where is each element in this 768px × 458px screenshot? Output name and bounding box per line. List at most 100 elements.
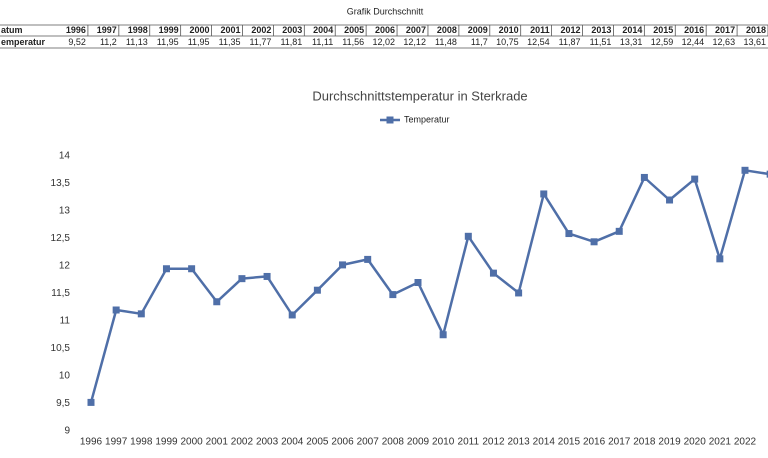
cell: 11,51 (590, 37, 612, 47)
marker (489, 269, 497, 277)
cell: 2000 (190, 25, 210, 35)
cell: 11,7 (471, 37, 488, 47)
x-tick-label: 2002 (231, 437, 254, 448)
cell: 2011 (530, 25, 550, 35)
marker (364, 255, 372, 263)
marker (137, 310, 145, 318)
cell: 13,31 (620, 37, 643, 47)
marker (162, 265, 170, 273)
marker (464, 232, 472, 240)
y-tick-label: 9,5 (56, 398, 70, 409)
marker (263, 272, 271, 280)
y-tick-label: 9 (64, 426, 70, 437)
x-tick-label: 2011 (458, 437, 480, 448)
x-tick-label: 2018 (633, 437, 656, 448)
cell: 11,56 (342, 37, 364, 47)
x-tick-label: 2003 (256, 437, 279, 448)
x-tick-label: 2021 (709, 437, 732, 448)
cell: 2017 (715, 25, 735, 35)
cell: 2008 (437, 25, 457, 35)
marker (112, 306, 120, 314)
x-tick-label: 2000 (180, 437, 203, 448)
x-tick-label: 2007 (357, 437, 380, 448)
table: atum 1996 1997 1998 1999 2000 2001 2002 2003 2004… (0, 24, 768, 49)
legend: Temperatur (380, 114, 450, 124)
cell: 11,2 (100, 37, 117, 47)
x-tick-label: 2020 (684, 437, 707, 448)
x-tick-label: 2014 (533, 437, 556, 448)
chart-title: Durchschnittstemperatur in Sterkrade (312, 88, 527, 103)
marker (640, 173, 648, 181)
cell: 12,44 (682, 37, 705, 47)
cell: 2010 (499, 25, 519, 35)
marker (691, 175, 699, 183)
cell: 12,59 (651, 37, 674, 47)
cell: 2009 (468, 25, 488, 35)
cell: 10,75 (496, 37, 519, 47)
cell: 11,35 (219, 37, 241, 47)
cell: 9,52 (68, 37, 86, 47)
cell: 11,77 (250, 37, 272, 47)
y-tick-label: 12 (59, 261, 71, 272)
marker (339, 261, 347, 269)
x-tick-label: 2017 (608, 437, 631, 448)
table-title: Grafik Durchschnitt (347, 6, 424, 16)
cell: 2005 (344, 25, 364, 35)
y-tick-label: 14 (59, 151, 71, 162)
cell: 12,12 (403, 37, 426, 47)
marker (565, 230, 573, 238)
x-tick-label: 2019 (658, 437, 681, 448)
marker (389, 291, 397, 299)
y-tick-label: 13 (59, 206, 71, 217)
cell: 1997 (97, 25, 117, 35)
x-tick-label: 2022 (734, 437, 757, 448)
cell: 11,87 (559, 37, 581, 47)
marker (590, 238, 598, 246)
x-tick-label: 2013 (507, 437, 530, 448)
cell: 12,54 (527, 37, 550, 47)
y-tick-label: 12,5 (51, 233, 71, 244)
x-tick-label: 2005 (306, 437, 329, 448)
x-tick-label: 2015 (558, 437, 581, 448)
cell: 11,95 (188, 37, 210, 47)
y-tick-label: 11 (60, 316, 71, 327)
x-tick-label: 2008 (382, 437, 405, 448)
x-tick-label: 1999 (155, 437, 178, 448)
series-line (89, 169, 768, 403)
cell: 1998 (128, 25, 148, 35)
marker (716, 255, 724, 263)
x-tick-label: 2001 (206, 437, 229, 448)
legend-label: Temperatur (404, 114, 450, 124)
cell: 2013 (591, 25, 611, 35)
y-tick-label: 10 (59, 371, 71, 382)
marker (414, 279, 422, 286)
cell: 11,13 (126, 37, 148, 47)
marker (766, 170, 768, 178)
x-tick-label: 2004 (281, 437, 304, 448)
cell: 2015 (653, 25, 673, 35)
cell: 2012 (560, 25, 580, 35)
cell: 11,48 (435, 37, 457, 47)
cell: 2006 (375, 25, 395, 35)
legend-marker (386, 116, 394, 124)
row-label: emperatur (1, 37, 46, 47)
marker (238, 275, 246, 283)
cell: 2002 (251, 25, 271, 35)
cell: 2007 (406, 25, 426, 35)
x-tick-label: 2016 (583, 437, 606, 448)
cell: 11,95 (157, 37, 179, 47)
x-tick-label: 2012 (482, 437, 505, 448)
marker (213, 298, 221, 306)
cell: 11,81 (280, 37, 302, 47)
y-tick-label: 13,5 (51, 178, 71, 189)
x-tick-label: 2009 (407, 437, 430, 448)
marker (439, 331, 447, 339)
marker (313, 286, 321, 294)
cell: 12,02 (373, 37, 396, 47)
marker (515, 289, 523, 297)
marker (666, 196, 674, 204)
cell: 12,63 (713, 37, 736, 47)
cell: 2003 (282, 25, 302, 35)
